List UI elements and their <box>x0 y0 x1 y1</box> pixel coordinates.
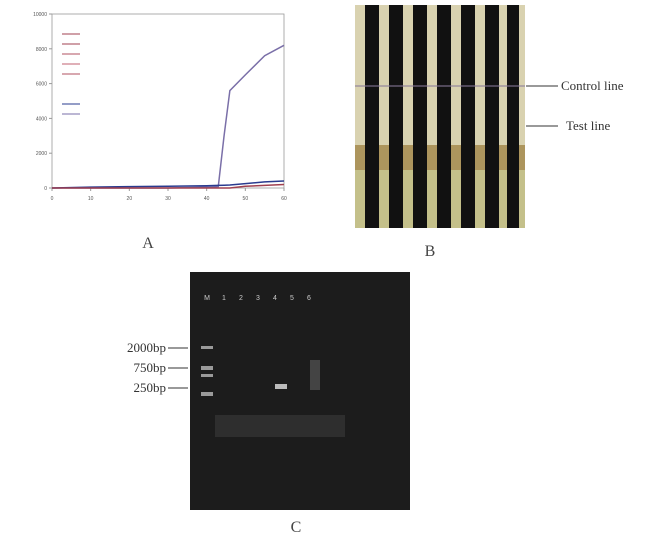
lane-label: 6 <box>307 295 311 302</box>
marker-label: 750bp <box>134 360 167 375</box>
panel-label: B <box>425 243 436 260</box>
lane-label: 5 <box>290 295 294 302</box>
y-tick-label: 0 <box>44 186 47 192</box>
lane-label: 4 <box>273 295 277 302</box>
x-tick-label: 50 <box>243 196 249 202</box>
panel-b-photo <box>355 5 525 228</box>
x-tick-label: 40 <box>204 196 210 202</box>
y-tick-label: 4000 <box>36 116 47 122</box>
y-tick-label: 6000 <box>36 82 47 88</box>
x-tick-label: 60 <box>281 196 287 202</box>
panel-label: A <box>142 235 154 252</box>
x-tick-label: 0 <box>51 196 54 202</box>
panel-label: C <box>291 519 302 536</box>
marker-label: 250bp <box>134 380 167 395</box>
plot-frame <box>51 13 285 189</box>
series-line <box>51 180 285 189</box>
legend-swatches <box>62 33 80 115</box>
lane-label: 2 <box>239 295 243 302</box>
lane-label: 1 <box>222 295 226 302</box>
x-tick-label: 30 <box>165 196 171 202</box>
annotation: Control line <box>561 78 624 93</box>
x-tick-label: 10 <box>88 196 94 202</box>
annotation: Test line <box>566 118 610 133</box>
lane-label: 3 <box>256 295 260 302</box>
lane-labels: M 1 2 3 4 5 6 <box>204 295 311 302</box>
panel-c-gel <box>190 272 410 510</box>
series-line <box>52 183 285 189</box>
marker-label: 2000bp <box>127 340 166 355</box>
y-tick-label: 8000 <box>36 47 47 53</box>
y-tick-label: 10000 <box>33 12 47 18</box>
x-tick-label: 20 <box>127 196 133 202</box>
y-tick-label: 2000 <box>36 151 47 157</box>
panel-a: 0 10 20 30 40 50 60 0 2000 4000 6000 8000 10000 <box>33 12 287 202</box>
lane-label: M <box>204 295 210 302</box>
